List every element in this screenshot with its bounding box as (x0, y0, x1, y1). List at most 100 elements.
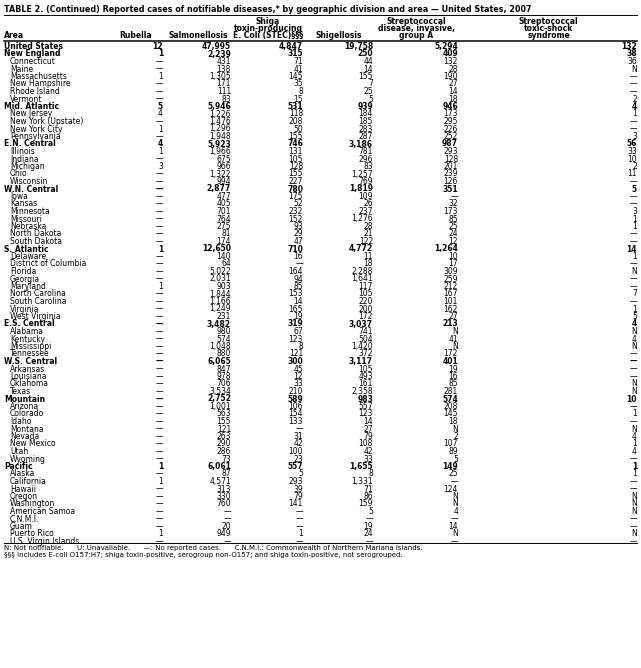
Text: —: — (155, 192, 163, 201)
Text: 162: 162 (444, 305, 458, 313)
Text: 2,358: 2,358 (351, 387, 373, 396)
Text: 2,288: 2,288 (352, 267, 373, 276)
Text: 138: 138 (217, 65, 231, 73)
Text: 19: 19 (294, 312, 303, 321)
Text: 5: 5 (632, 312, 637, 321)
Text: disease, invasive,: disease, invasive, (378, 24, 455, 33)
Text: N: N (631, 424, 637, 434)
Text: 4: 4 (632, 447, 637, 456)
Text: 28: 28 (363, 222, 373, 231)
Text: 122: 122 (359, 237, 373, 246)
Text: 1: 1 (158, 49, 163, 59)
Text: —: — (155, 372, 163, 381)
Text: 105: 105 (288, 154, 303, 164)
Text: —: — (629, 200, 637, 208)
Text: California: California (10, 477, 47, 486)
Text: 12: 12 (449, 237, 458, 246)
Text: 67: 67 (293, 327, 303, 336)
Text: 4,847: 4,847 (279, 42, 303, 51)
Text: 949: 949 (217, 530, 231, 538)
Text: 2,031: 2,031 (210, 275, 231, 283)
Text: 27: 27 (448, 312, 458, 321)
Text: —: — (155, 312, 163, 321)
Text: New Jersey: New Jersey (10, 110, 53, 118)
Text: Oklahoma: Oklahoma (10, 379, 49, 389)
Text: 167: 167 (444, 289, 458, 299)
Text: 174: 174 (217, 237, 231, 246)
Text: 701: 701 (217, 207, 231, 216)
Text: 231: 231 (217, 312, 231, 321)
Text: 23: 23 (294, 454, 303, 464)
Text: N: N (631, 507, 637, 516)
Text: 149: 149 (442, 462, 458, 471)
Text: —: — (365, 514, 373, 524)
Text: 79: 79 (293, 492, 303, 501)
Text: U.S. Virgin Islands: U.S. Virgin Islands (10, 537, 79, 546)
Text: 3: 3 (632, 132, 637, 141)
Text: 8: 8 (298, 342, 303, 351)
Text: Iowa: Iowa (10, 192, 28, 201)
Text: Texas: Texas (10, 387, 31, 396)
Text: Shigellosis: Shigellosis (316, 31, 362, 40)
Text: 155: 155 (288, 170, 303, 178)
Text: —: — (155, 507, 163, 516)
Text: —: — (155, 154, 163, 164)
Text: 172: 172 (358, 312, 373, 321)
Text: —: — (451, 514, 458, 524)
Text: 11: 11 (363, 252, 373, 261)
Text: 1: 1 (632, 214, 637, 224)
Text: —: — (155, 87, 163, 96)
Text: 741: 741 (358, 327, 373, 336)
Text: 252: 252 (444, 132, 458, 141)
Text: 706: 706 (217, 379, 231, 389)
Text: —: — (451, 477, 458, 486)
Text: 33: 33 (363, 454, 373, 464)
Text: —: — (629, 417, 637, 426)
Text: 1,844: 1,844 (210, 289, 231, 299)
Text: 4: 4 (158, 140, 163, 148)
Text: 52: 52 (294, 200, 303, 208)
Text: —: — (629, 192, 637, 201)
Text: —: — (155, 305, 163, 313)
Text: 19: 19 (363, 522, 373, 531)
Text: 81: 81 (222, 230, 231, 238)
Text: Rubella: Rubella (119, 31, 152, 40)
Text: 164: 164 (288, 267, 303, 276)
Text: Pennsylvania: Pennsylvania (10, 132, 61, 141)
Text: 175: 175 (288, 192, 303, 201)
Text: Missouri: Missouri (10, 214, 42, 224)
Text: 313: 313 (217, 484, 231, 494)
Text: 123: 123 (288, 335, 303, 343)
Text: 987: 987 (442, 140, 458, 148)
Text: Idaho: Idaho (10, 417, 31, 426)
Text: —: — (155, 440, 163, 448)
Text: 1: 1 (632, 305, 637, 313)
Text: 563: 563 (217, 409, 231, 418)
Text: 1,001: 1,001 (210, 402, 231, 411)
Text: 1: 1 (632, 222, 637, 231)
Text: N: N (631, 327, 637, 336)
Text: 27: 27 (448, 79, 458, 88)
Text: 2,877: 2,877 (207, 184, 231, 194)
Text: 8: 8 (298, 87, 303, 96)
Text: 128: 128 (444, 154, 458, 164)
Text: 557: 557 (358, 402, 373, 411)
Text: Guam: Guam (10, 522, 33, 531)
Text: 710: 710 (287, 244, 303, 253)
Text: —: — (629, 282, 637, 291)
Text: 83: 83 (221, 94, 231, 104)
Text: 3,117: 3,117 (349, 357, 373, 366)
Text: 155: 155 (358, 72, 373, 81)
Text: 980: 980 (217, 327, 231, 336)
Text: New England: New England (4, 49, 60, 59)
Text: 315: 315 (287, 49, 303, 59)
Text: 4: 4 (632, 335, 637, 343)
Text: 29: 29 (294, 230, 303, 238)
Text: —: — (155, 484, 163, 494)
Text: Rhode Island: Rhode Island (10, 87, 60, 96)
Text: C.N.M.I.: C.N.M.I. (10, 514, 39, 524)
Text: 1,296: 1,296 (210, 124, 231, 134)
Text: 5,923: 5,923 (207, 140, 231, 148)
Text: 4,772: 4,772 (349, 244, 373, 253)
Text: 351: 351 (442, 184, 458, 194)
